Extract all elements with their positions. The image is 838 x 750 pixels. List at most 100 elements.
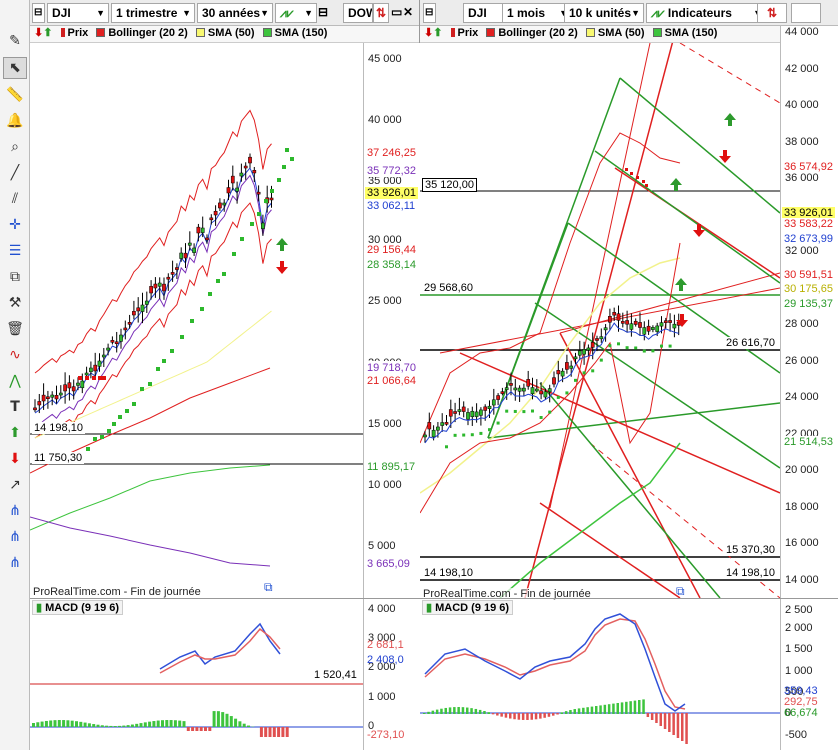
candle-body [63, 384, 67, 392]
trash-icon[interactable]: 🗑 [6, 321, 24, 337]
close-icon[interactable]: ✕ [403, 5, 414, 19]
text-icon[interactable]: T [10, 399, 20, 415]
left-price-chart[interactable] [30, 43, 363, 598]
range-select[interactable]: 30 années ▼ [197, 3, 273, 23]
legend-prix[interactable]: Prix [457, 27, 479, 39]
legend-sma50[interactable]: SMA (50) [597, 27, 645, 39]
legend-arrows-icon[interactable]: ⬇ [34, 27, 44, 39]
candle-body [655, 325, 660, 332]
signal-line [159, 627, 281, 674]
legend-sma50[interactable]: SMA (50) [207, 27, 255, 39]
legend-bollinger[interactable]: Bollinger (20 2) [108, 27, 188, 39]
legend-arrows-icon[interactable]: ⬇ [424, 27, 434, 39]
candle-body [33, 407, 37, 411]
candle-body [226, 187, 231, 194]
arrow-diagonal-icon[interactable]: ↗ [9, 477, 21, 493]
candle-body [457, 409, 462, 412]
pitchfork-icon[interactable]: ⋔ [9, 503, 21, 519]
candle-body [663, 320, 668, 323]
candle-body [187, 242, 192, 246]
tools-icon[interactable]: ⚒ [8, 295, 22, 311]
options-icon[interactable] [791, 3, 821, 23]
legend-sma150[interactable]: SMA (150) [274, 27, 328, 39]
sma-long-purple [30, 516, 271, 567]
alert-icon[interactable]: ⇅ [757, 3, 787, 23]
arrow-down-icon[interactable]: ⬇ [9, 451, 21, 467]
candle-body [616, 313, 621, 321]
y-tick: 28 000 [785, 318, 819, 330]
macd-hist-bar [431, 710, 435, 714]
right-price-plot[interactable]: 35 120,00 29 568,60 26 616,70 15 370,30 … [420, 43, 780, 600]
ruler-icon[interactable]: 📏 [6, 87, 24, 103]
sma50-line [420, 257, 681, 494]
legend-prix[interactable]: Prix [67, 27, 89, 39]
right-macd-chart[interactable] [420, 599, 780, 750]
y-tick: 10 000 [368, 479, 402, 491]
copy-chart-icon[interactable]: ⧉ [676, 584, 685, 598]
alert-icon[interactable]: ⇅ [373, 3, 389, 23]
right-price-chart[interactable] [420, 43, 780, 598]
macd-hist-bar [152, 721, 156, 727]
symbol-select[interactable]: DJI▼ [47, 3, 109, 23]
legend-bollinger[interactable]: Bollinger (20 2) [498, 27, 578, 39]
right-macd-axis[interactable]: 2 500 2 000 1 500 1 000 500 0 -500 359,4… [780, 599, 838, 750]
left-macd-chart[interactable] [30, 599, 363, 750]
alert-bell-icon[interactable]: 🔔 [6, 113, 24, 129]
right-macd-plot[interactable]: ▮ MACD (9 19 6) [420, 599, 780, 750]
zoom-icon[interactable]: ⌕ [11, 139, 19, 155]
line-icon[interactable]: ╱ [10, 165, 20, 181]
sar-dot [264, 199, 268, 203]
period-select[interactable]: 1 mois▼ [502, 3, 572, 23]
period-select[interactable]: 1 trimestre ▼ [111, 3, 195, 23]
left-price-plot[interactable]: 14 198,10 11 750,30 ProRealTime.com - Fi… [30, 43, 363, 598]
sar-dot [630, 172, 633, 175]
indicators-button[interactable]: ⩘⩗ Indicateurs▼ [646, 3, 766, 23]
macd-hist-bar [577, 708, 581, 714]
left-price-axis[interactable]: 45 000 40 000 35 000 30 000 25 000 20 00… [363, 43, 420, 598]
minimize-icon[interactable]: ▭ [391, 5, 403, 19]
indicator-icon[interactable]: ∿ [9, 347, 21, 363]
candle-body [543, 391, 548, 398]
fibonacci-icon[interactable]: ☰ [8, 243, 22, 259]
candle-body [166, 276, 171, 280]
left-chart-panel: ⊟ DJI▼ 1 trimestre▼ 30 années▼ ⩘⩗▼ ⊟ DOW… [30, 0, 420, 750]
chart-type-icon[interactable]: ⩘⩗ ▼ [275, 3, 317, 23]
candle-body [37, 401, 42, 406]
copy-chart-icon[interactable]: ⧉ [264, 580, 273, 594]
macd-hist-bar [135, 723, 139, 727]
macd-hist-bar [70, 720, 74, 727]
candle-body [556, 370, 561, 375]
copy-icon[interactable]: ⧉ [10, 269, 20, 285]
pitchfork-2-icon[interactable]: ⋔ [9, 529, 21, 545]
left-macd-title[interactable]: ▮ MACD (9 19 6) [32, 600, 124, 615]
zigzag-icon[interactable]: ⋀ [9, 373, 21, 389]
sar-dot [599, 358, 603, 362]
candle-body [149, 286, 153, 294]
legend-sma150[interactable]: SMA (150) [664, 27, 718, 39]
left-macd-plot[interactable]: ▮ MACD (9 19 6) 1 520,41 [30, 599, 363, 750]
sell-arrow [693, 224, 705, 237]
left-macd-axis[interactable]: 4 000 3 000 2 000 1 000 0 2 681,1 2 408,… [363, 599, 420, 750]
candle-body [565, 362, 569, 370]
candle-body [534, 388, 539, 392]
sync-icon[interactable]: ⊟ [32, 3, 45, 23]
options-icon[interactable]: ⊟ [318, 5, 329, 19]
macd-hist-bar [242, 723, 246, 727]
y-tick: 36 000 [785, 172, 819, 184]
macd-hist-bar [83, 722, 87, 727]
sar-dot [470, 433, 474, 437]
pencil-icon[interactable]: ✎ [9, 33, 21, 49]
sync-icon[interactable]: ⊟ [423, 3, 436, 23]
y-tick: 40 000 [785, 99, 819, 111]
cursor-icon[interactable]: ⬉ [3, 57, 27, 79]
candle-body [496, 395, 500, 400]
range-select[interactable]: 10 k unités ▼ [564, 3, 644, 23]
crosshair-icon[interactable]: ✛ [9, 217, 21, 233]
macd-hist-bar [143, 722, 147, 727]
arrow-up-icon[interactable]: ⬆ [9, 425, 21, 441]
pitchfork-3-icon[interactable]: ⋔ [9, 555, 21, 571]
right-macd-title[interactable]: ▮ MACD (9 19 6) [422, 600, 514, 615]
instrument-name[interactable]: DOW [343, 3, 373, 23]
channel-icon[interactable]: ⫽ [11, 191, 19, 207]
